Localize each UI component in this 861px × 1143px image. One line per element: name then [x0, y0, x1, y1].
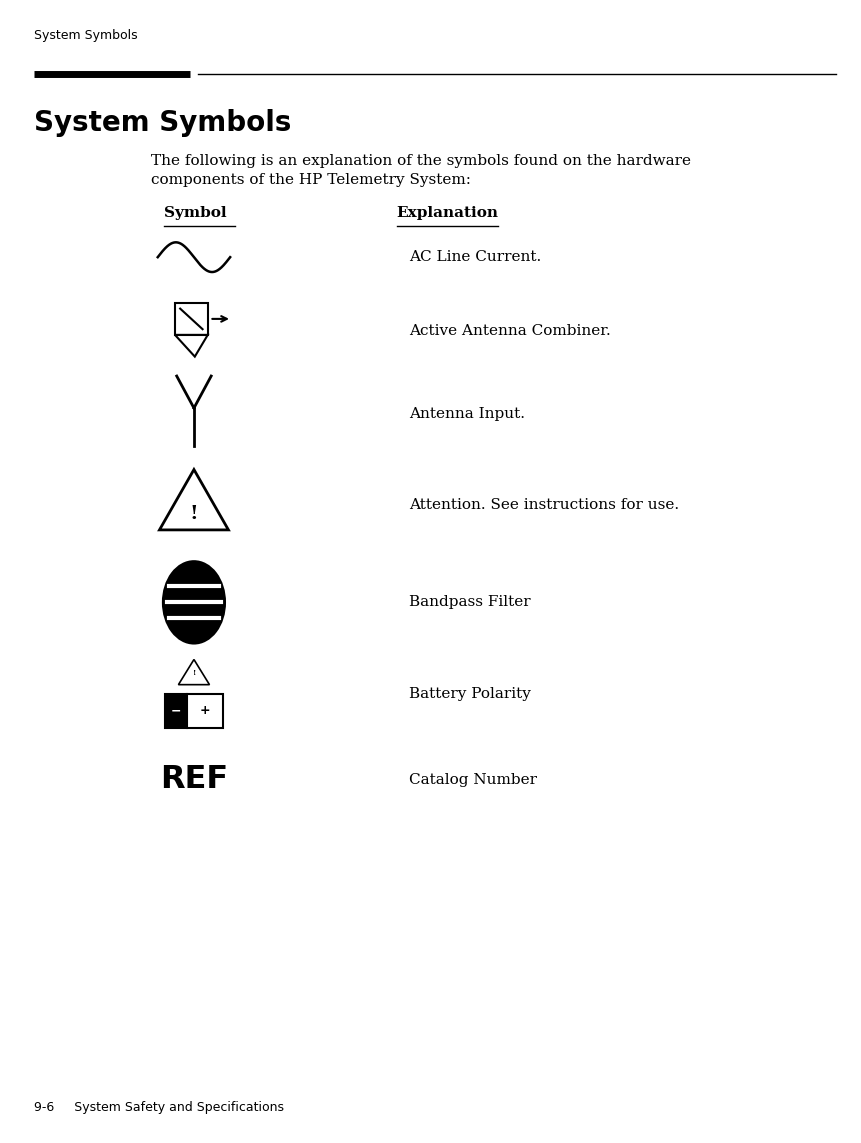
- Text: Symbol: Symbol: [164, 206, 226, 219]
- FancyBboxPatch shape: [164, 694, 187, 728]
- Text: The following is an explanation of the symbols found on the hardware
components : The following is an explanation of the s…: [151, 154, 690, 186]
- FancyBboxPatch shape: [175, 303, 208, 335]
- Text: Battery Polarity: Battery Polarity: [409, 687, 530, 701]
- Text: System Symbols: System Symbols: [34, 29, 138, 41]
- Text: Bandpass Filter: Bandpass Filter: [409, 596, 530, 609]
- Text: 9-6     System Safety and Specifications: 9-6 System Safety and Specifications: [34, 1102, 284, 1114]
- Text: !: !: [189, 505, 198, 523]
- Text: Attention. See instructions for use.: Attention. See instructions for use.: [409, 498, 678, 512]
- Text: Catalog Number: Catalog Number: [409, 773, 536, 786]
- Text: +: +: [199, 704, 209, 718]
- Text: System Symbols: System Symbols: [34, 109, 292, 136]
- Text: !: !: [192, 670, 195, 677]
- Text: REF: REF: [159, 764, 228, 796]
- Text: AC Line Current.: AC Line Current.: [409, 250, 541, 264]
- FancyBboxPatch shape: [164, 694, 223, 728]
- Text: Explanation: Explanation: [396, 206, 498, 219]
- Text: −: −: [170, 704, 181, 718]
- Circle shape: [163, 561, 225, 644]
- Text: Active Antenna Combiner.: Active Antenna Combiner.: [409, 325, 610, 338]
- Text: Antenna Input.: Antenna Input.: [409, 407, 525, 421]
